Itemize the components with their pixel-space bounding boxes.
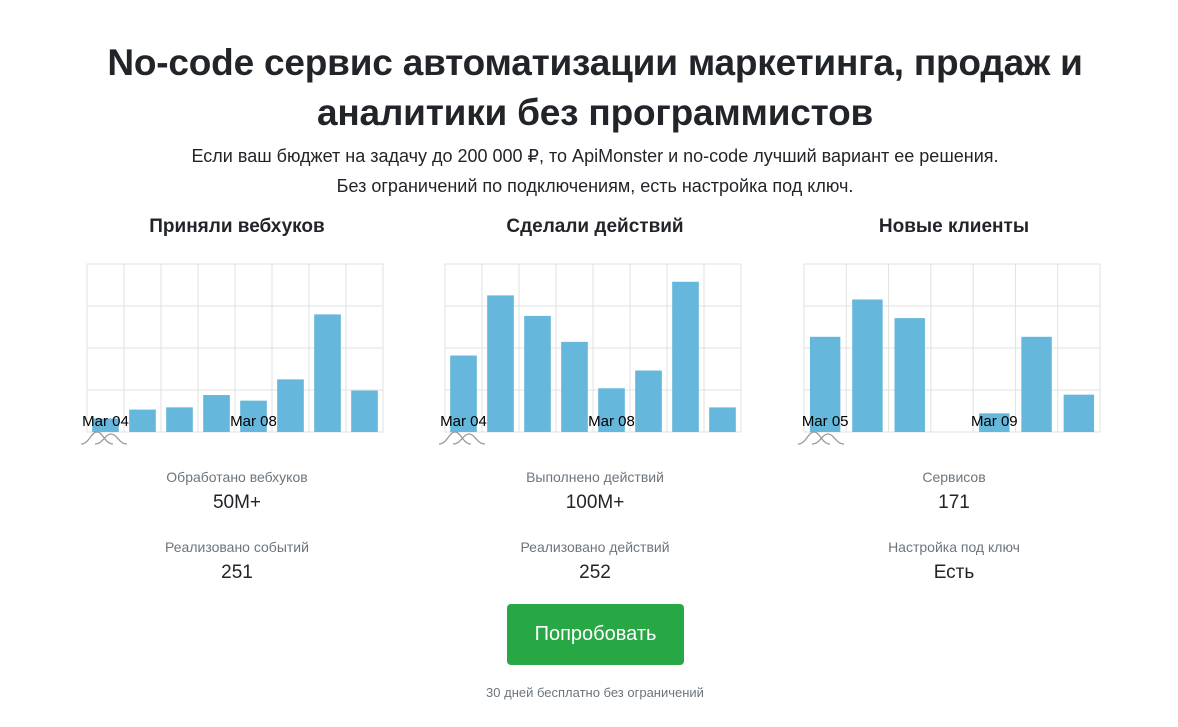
chart-bar xyxy=(277,379,304,432)
chart-bar xyxy=(487,295,514,432)
chart-bar xyxy=(92,418,119,432)
chart-bar xyxy=(314,314,341,432)
chart-bar xyxy=(598,388,625,432)
x-tick-label: Mar 04 xyxy=(440,413,487,430)
curve-icon xyxy=(797,431,845,445)
chart-bar xyxy=(709,407,736,432)
hero-subtitle-line-1: Если ваш бюджет на задачу до 200 000 ₽, … xyxy=(191,146,999,166)
chart-bar xyxy=(894,318,925,432)
x-tick-label: Mar 04 xyxy=(82,413,129,430)
stat-label: Настройка под ключ xyxy=(888,539,1020,555)
stat-value: 171 xyxy=(938,492,970,513)
stat-label: Реализовано действий xyxy=(520,539,670,555)
curve-icon xyxy=(438,431,486,445)
webhooks-chart: Mar 04 Mar 08 xyxy=(80,263,384,445)
panel-title: Приняли вебхуков xyxy=(149,216,325,237)
panel-clients: Новые клиенты Mar 05 Mar 09 Сервисов 171 … xyxy=(797,212,1104,592)
panel-webhooks: Приняли вебхуков Mar 04 Mar 08 Обработано… xyxy=(80,212,387,592)
x-tick-label: Mar 05 xyxy=(802,413,849,430)
trial-note: 30 дней бесплатно без ограничений xyxy=(486,685,704,700)
clients-chart: Mar 05 Mar 09 xyxy=(797,263,1101,445)
curve-icon xyxy=(80,431,128,445)
stat-value: 50M+ xyxy=(212,492,262,513)
try-button[interactable]: Попробовать xyxy=(507,604,684,665)
stat-value: 251 xyxy=(221,562,253,583)
hero-title: No-code сервис автоматизации маркетинга,… xyxy=(0,38,1178,138)
stat-value: Есть xyxy=(933,562,975,583)
hero-title-line-2: аналитики без программистов xyxy=(316,92,874,133)
chart-bar xyxy=(809,336,841,432)
x-tick-label: Mar 08 xyxy=(230,413,277,430)
stat-label: Обработано вебхуков xyxy=(166,469,308,485)
chart-bar xyxy=(450,355,477,432)
hero-subtitle-line-2: Без ограничений по подключениям, есть на… xyxy=(336,176,854,196)
stat-label: Реализовано событий xyxy=(165,539,309,555)
stat-label: Выполнено действий xyxy=(526,469,664,485)
chart-bar xyxy=(1021,336,1052,432)
panel-actions: Сделали действий Mar 04 Mar 08 Выполнено … xyxy=(438,212,745,592)
chart-bar xyxy=(351,390,378,432)
panel-title: Новые клиенты xyxy=(878,216,1030,237)
chart-bar xyxy=(561,341,588,432)
chart-bar xyxy=(129,409,156,432)
x-tick-label: Mar 08 xyxy=(588,413,635,430)
chart-bar xyxy=(203,395,230,432)
chart-bar xyxy=(166,407,193,432)
chart-bar xyxy=(1063,394,1095,432)
chart-bar xyxy=(672,281,699,432)
chart-bar xyxy=(979,413,1010,432)
panel-title: Сделали действий xyxy=(506,216,684,237)
chart-bar xyxy=(852,299,883,432)
stat-value: 252 xyxy=(579,562,611,583)
chart-bar xyxy=(524,315,551,432)
stat-label: Сервисов xyxy=(922,469,986,485)
chart-bar xyxy=(240,400,267,432)
x-tick-label: Mar 09 xyxy=(971,413,1018,430)
stat-value: 100M+ xyxy=(565,492,625,513)
actions-chart: Mar 04 Mar 08 xyxy=(438,263,742,445)
hero-title-line-1: No-code сервис автоматизации маркетинга,… xyxy=(107,42,1083,83)
chart-bar xyxy=(635,370,662,432)
